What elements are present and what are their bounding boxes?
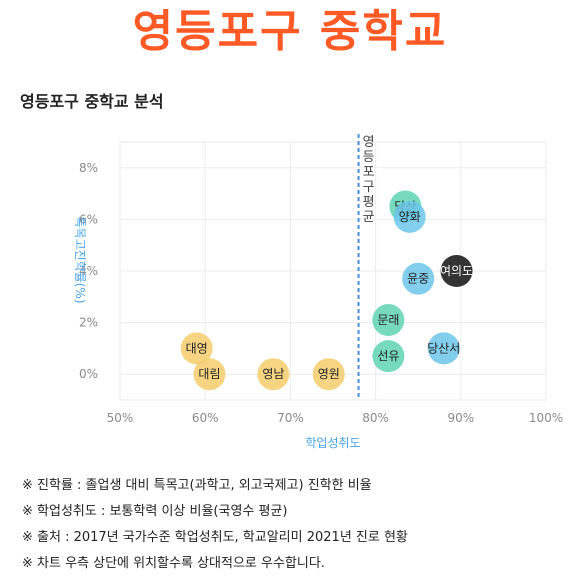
point-label: 영남 — [262, 367, 284, 381]
point-label: 문래 — [377, 313, 399, 327]
y-tick-label: 4% — [79, 264, 98, 278]
point-label: 윤중 — [407, 272, 429, 286]
data-point: 여의도 — [440, 255, 473, 287]
point-label: 당산서 — [427, 341, 460, 355]
point-marker — [193, 358, 226, 391]
note-source: ※ 출처 : 2017년 국가수준 학업성취도, 학교알리미 2021년 진로 … — [22, 530, 408, 545]
y-tick-label: 8% — [79, 161, 98, 175]
data-point: 당산서 — [427, 332, 460, 365]
data-point: 문래 — [372, 304, 405, 337]
note-interpretation: ※ 차트 우측 상단에 위치할수록 상대적으로 우수합니다. — [22, 556, 325, 571]
data-point: 선유 — [372, 340, 405, 373]
point-marker — [180, 332, 213, 365]
data-point: 영원 — [312, 358, 345, 391]
point-label: 대영 — [186, 341, 208, 355]
y-tick-label: 6% — [79, 212, 98, 226]
note-promotion-rate: ※ 진학률 : 졸업생 대비 특목고(과학고, 외고국제고) 진학한 비율 — [22, 478, 372, 493]
point-marker — [312, 358, 345, 391]
point-label: 선유 — [377, 349, 399, 363]
point-marker — [257, 358, 290, 391]
data-point: 대림 — [193, 358, 226, 391]
x-tick-label: 100% — [529, 411, 563, 425]
axis-ticks: 50% 60% 70% 80% 90% 100% 0% 2% 4% 6% 8% — [79, 161, 563, 425]
point-label: 대림 — [198, 367, 220, 381]
x-tick-label: 70% — [277, 411, 304, 425]
point-label: 여의도 — [440, 264, 473, 278]
point-marker — [402, 262, 435, 295]
data-points: 대영대림영남영원문래선유당산양화윤중당산서여의도 — [180, 190, 473, 391]
point-marker — [427, 332, 460, 365]
page-title: 영등포구 중학교 — [132, 6, 448, 57]
x-tick-label: 50% — [107, 411, 134, 425]
data-point: 영남 — [257, 358, 290, 391]
y-tick-label: 2% — [79, 316, 98, 330]
data-point: 대영 — [180, 332, 213, 365]
note-achievement: ※ 학업성취도 : 보통학력 이상 비율(국영수 평균) — [22, 504, 288, 519]
point-label: 영원 — [318, 367, 340, 381]
point-marker — [440, 255, 473, 287]
x-axis-title: 학업성취도 — [305, 436, 360, 450]
x-tick-label: 80% — [362, 411, 389, 425]
y-tick-label: 0% — [79, 367, 98, 381]
point-marker — [372, 340, 405, 373]
point-marker — [372, 304, 405, 337]
point-label: 양화 — [399, 210, 421, 224]
y-axis-title: 특목고진학률(%) — [73, 216, 87, 303]
data-point: 윤중 — [402, 262, 435, 295]
x-tick-label: 90% — [447, 411, 474, 425]
data-point: 양화 — [393, 200, 426, 233]
point-marker — [393, 200, 426, 233]
chart-subtitle: 영등포구 중학교 분석 — [20, 92, 164, 111]
x-tick-label: 60% — [192, 411, 219, 425]
